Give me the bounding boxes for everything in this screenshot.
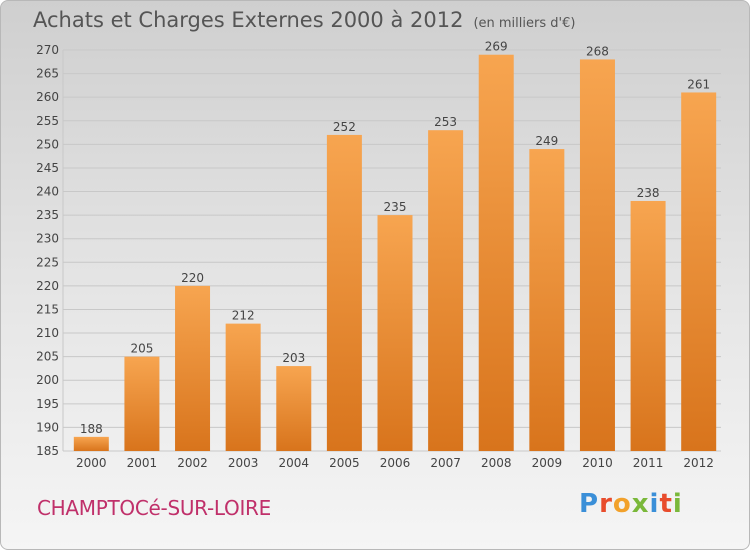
y-tick-label: 185 [36, 444, 59, 458]
y-tick-label: 205 [36, 350, 59, 364]
data-label-2006: 235 [384, 200, 407, 214]
x-tick-label-2002: 2002 [177, 456, 208, 470]
town-name: CHAMPTOCé-SUR-LOIRE [37, 496, 271, 520]
bar-2010 [579, 59, 615, 451]
y-tick-label: 270 [36, 43, 59, 57]
y-axis-ticks: 185 190 195 200 205 210 215 220 225 230 235 240 245 2… [36, 43, 59, 458]
y-tick-label: 250 [36, 137, 59, 151]
bar-2001 [124, 356, 160, 451]
data-label-2005: 252 [333, 120, 356, 134]
proxiti-logo: Proxiti [579, 489, 683, 519]
x-tick-label-2000: 2000 [76, 456, 107, 470]
chart-subtitle: (en milliers d'€) [473, 16, 576, 31]
y-tick-label: 200 [36, 373, 59, 387]
y-tick-label: 215 [36, 302, 59, 316]
y-tick-label: 230 [36, 232, 59, 246]
x-tick-label-2006: 2006 [380, 456, 411, 470]
x-tick-label-2011: 2011 [633, 456, 664, 470]
y-tick-label: 255 [36, 114, 59, 128]
data-label-2008: 269 [485, 40, 508, 54]
bar-2004 [276, 366, 312, 451]
data-label-2002: 220 [181, 271, 204, 285]
bar-2003 [225, 323, 261, 451]
y-tick-label: 190 [36, 420, 59, 434]
y-tick-label: 260 [36, 90, 59, 104]
y-tick-label: 195 [36, 397, 59, 411]
bar-2006 [377, 215, 413, 451]
data-label-2007: 253 [434, 115, 457, 129]
data-label-2012: 261 [687, 77, 710, 91]
y-tick-label: 225 [36, 255, 59, 269]
y-tick-label: 245 [36, 161, 59, 175]
y-tick-label: 265 [36, 67, 59, 81]
y-tick-label: 240 [36, 185, 59, 199]
x-tick-label-2007: 2007 [430, 456, 461, 470]
y-tick-label: 235 [36, 208, 59, 222]
bar-2012 [681, 92, 717, 451]
y-tick-label: 220 [36, 279, 59, 293]
chart-title-text: Achats et Charges Externes 2000 à 2012 [33, 8, 464, 32]
data-label-2000: 188 [80, 422, 103, 436]
bar-2008 [478, 54, 514, 451]
data-label-2001: 205 [130, 342, 153, 356]
bar-2002 [175, 285, 211, 451]
data-labels: 188 205 220 212 203 252 235 253 269 249 268 238 261 [80, 40, 710, 436]
x-tick-label-2005: 2005 [329, 456, 360, 470]
x-tick-label-2010: 2010 [582, 456, 613, 470]
x-axis-ticks: 2000 2001 2002 2003 2004 2005 2006 2007 2008 2009… [76, 456, 714, 470]
data-label-2003: 212 [232, 309, 255, 323]
bar-2009 [529, 149, 565, 451]
x-tick-label-2003: 2003 [228, 456, 259, 470]
bar-2005 [326, 134, 362, 451]
bars [73, 54, 717, 451]
x-tick-label-2009: 2009 [532, 456, 563, 470]
bar-2007 [428, 130, 464, 451]
x-tick-label-2004: 2004 [278, 456, 309, 470]
data-label-2004: 203 [282, 351, 305, 365]
bar-2000 [73, 436, 109, 451]
y-tick-label: 210 [36, 326, 59, 340]
data-label-2011: 238 [637, 186, 660, 200]
x-tick-label-2012: 2012 [683, 456, 714, 470]
x-tick-label-2001: 2001 [127, 456, 158, 470]
chart-title: Achats et Charges Externes 2000 à 2012 (e… [33, 8, 575, 32]
data-label-2010: 268 [586, 44, 609, 58]
bar-2011 [630, 200, 666, 451]
data-label-2009: 249 [535, 134, 558, 148]
x-tick-label-2008: 2008 [481, 456, 512, 470]
